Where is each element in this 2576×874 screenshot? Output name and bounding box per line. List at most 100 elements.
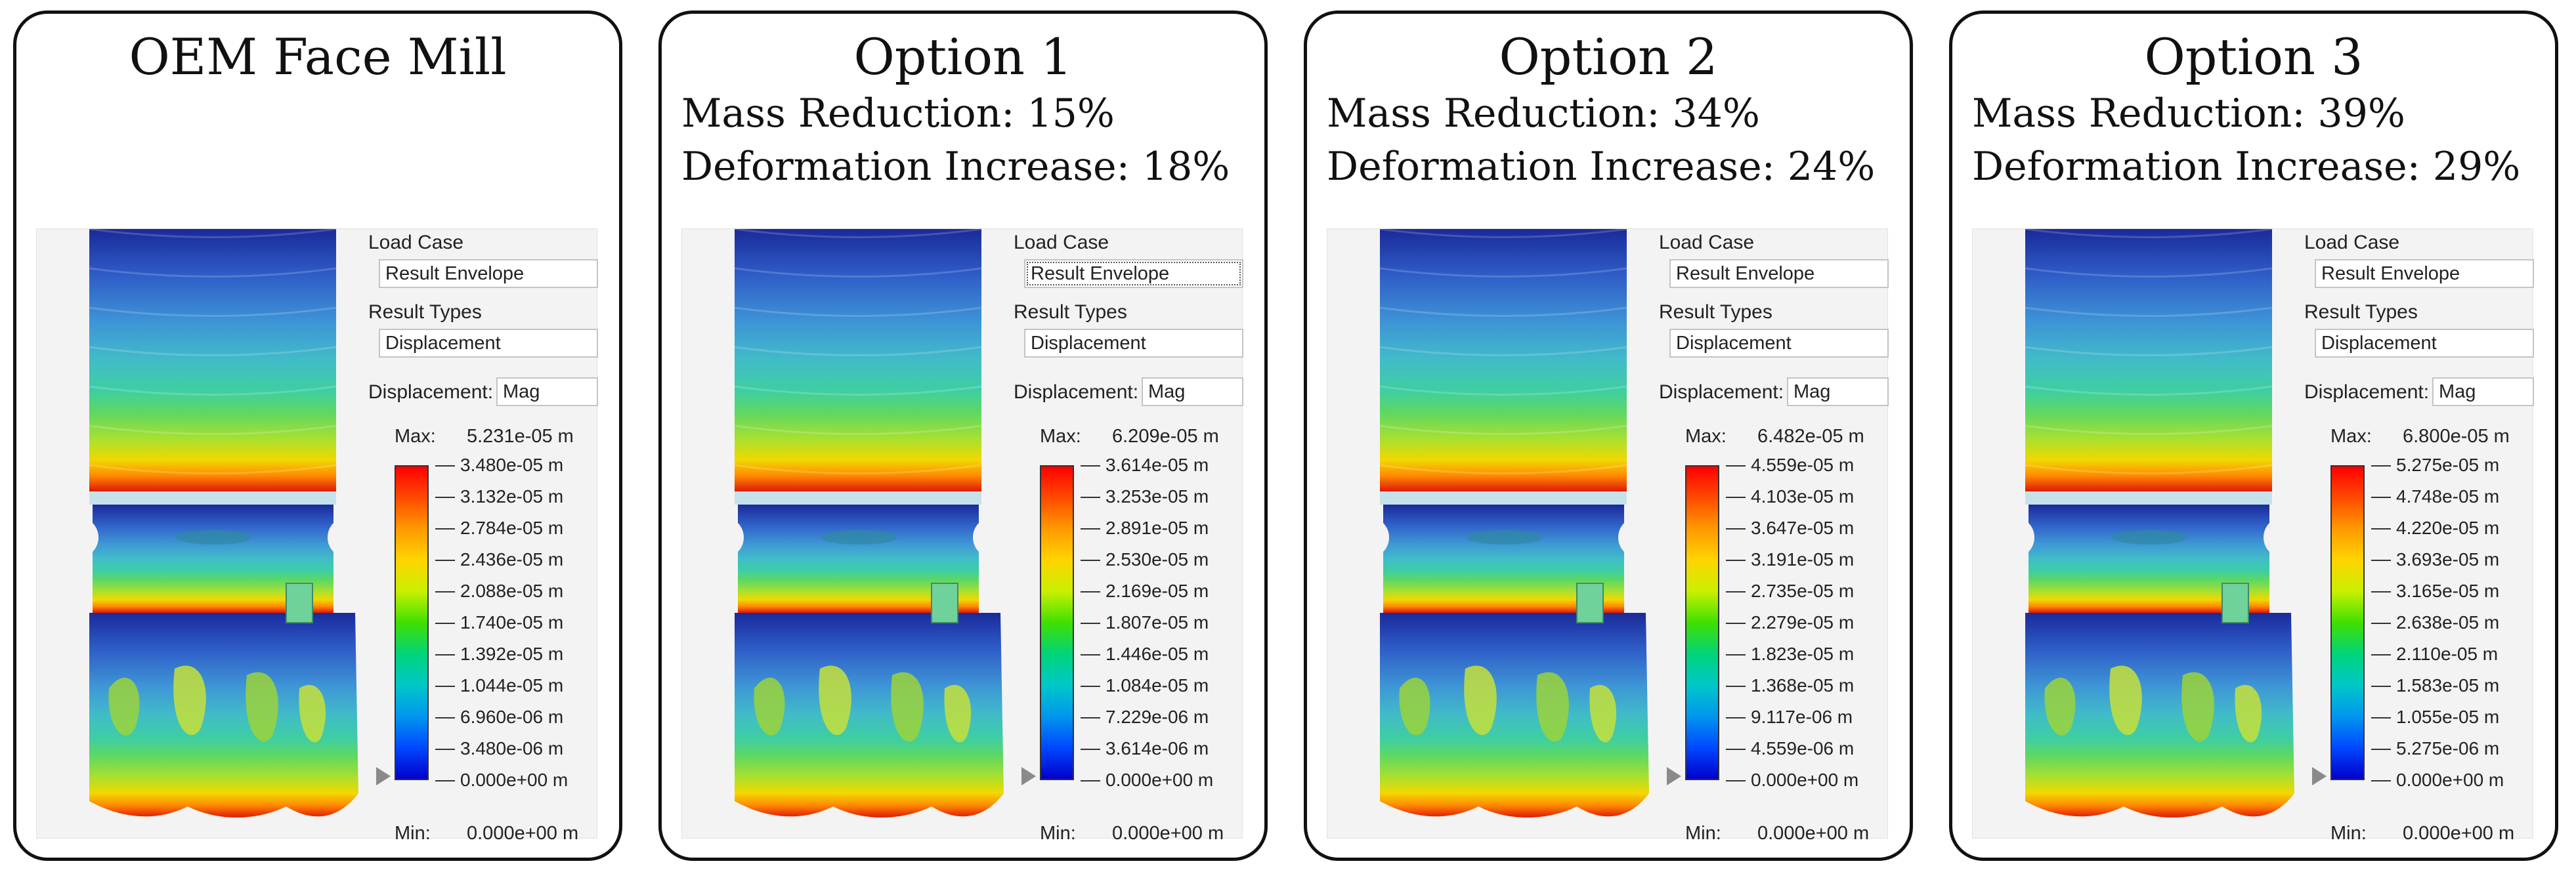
scale-tick-mark — [1081, 465, 1100, 467]
scale-tick-label: 2.735e-05 m — [1751, 581, 1855, 601]
panel-1: OEM Face Mill Load Case Result — [13, 10, 622, 861]
scale-tick-label: 5.275e-06 m — [2396, 738, 2500, 759]
face-mill-contour-model — [721, 228, 1004, 818]
scale-tick-label: 4.748e-05 m — [2396, 486, 2500, 507]
fea-viewport: Load Case Result Envelope Result Types Disp… — [1972, 228, 2534, 844]
scale-tick-mark — [1081, 528, 1100, 530]
scale-tick-mark — [435, 780, 455, 781]
scale-tick-mark — [1726, 623, 1746, 624]
scale-tick-mark — [435, 465, 455, 467]
result-types-dropdown[interactable]: Displacement — [1024, 329, 1243, 358]
color-scale: Max: 6.482e-05 m 4.559e-05 m 4.103e-05 m 3.6… — [1667, 426, 1882, 844]
scale-tick-label: 1.044e-05 m — [460, 675, 564, 696]
scale-pointer-icon[interactable] — [1021, 767, 1036, 785]
part-render — [721, 228, 1014, 839]
scale-tick-label: 3.165e-05 m — [2396, 581, 2500, 601]
load-case-dropdown[interactable]: Result Envelope — [2315, 259, 2534, 288]
scale-tick-mark — [2371, 654, 2391, 656]
scale-tick-label: 3.253e-05 m — [1106, 486, 1209, 507]
scale-tick-label: 1.446e-05 m — [1106, 644, 1209, 664]
load-case-dropdown[interactable]: Result Envelope — [379, 259, 598, 288]
panel-title: Option 1 — [853, 28, 1073, 86]
scale-tick-label: 2.530e-05 m — [1106, 549, 1209, 570]
color-scale: Max: 5.231e-05 m 3.480e-05 m 3.132e-05 m 2.7… — [376, 426, 591, 844]
face-mill-contour-model — [1367, 228, 1649, 818]
scale-pointer-icon[interactable] — [376, 767, 391, 785]
load-case-label: Load Case — [2304, 232, 2400, 253]
displacement-component-dropdown[interactable]: Mag — [1787, 377, 1889, 406]
scale-tick-mark — [1726, 528, 1746, 530]
result-types-label: Result Types — [368, 301, 482, 323]
scale-tick-mark — [2371, 465, 2391, 467]
scale-tick-mark — [435, 497, 455, 498]
scale-tick-label: 2.088e-05 m — [460, 581, 564, 601]
scale-tick-mark — [2371, 560, 2391, 561]
panel-title: Option 3 — [2144, 28, 2363, 86]
scale-tick-mark — [1726, 497, 1746, 498]
scale-tick-label: 2.110e-05 m — [2396, 644, 2499, 664]
scale-pointer-icon[interactable] — [1667, 767, 1681, 785]
face-mill-contour-model — [76, 228, 358, 818]
scale-tick-label: 1.392e-05 m — [460, 644, 564, 664]
scale-tick-mark — [2371, 749, 2391, 750]
color-bar — [395, 465, 429, 780]
results-legend-panel: Load Case Result Envelope Result Types Disp… — [368, 229, 598, 844]
scale-tick-label: 6.960e-06 m — [460, 707, 564, 727]
results-legend-panel: Load Case Result Envelope Result Types Disp… — [1014, 229, 1243, 844]
max-label: Max: — [395, 426, 436, 447]
scale-tick-mark — [2371, 591, 2391, 593]
scale-tick-label: 3.614e-06 m — [1106, 738, 1209, 759]
color-bar — [2330, 465, 2365, 780]
scale-pointer-icon[interactable] — [2312, 767, 2327, 785]
max-label: Max: — [1685, 426, 1727, 447]
scale-tick-mark — [435, 686, 455, 687]
min-label: Min: — [2330, 823, 2367, 844]
scale-tick-label: 1.583e-05 m — [2396, 675, 2500, 696]
displacement-component-dropdown[interactable]: Mag — [1142, 377, 1243, 406]
scale-tick-mark — [435, 591, 455, 593]
scale-tick-label: 3.132e-05 m — [460, 486, 564, 507]
scale-tick-mark — [1081, 623, 1100, 624]
scale-tick-mark — [1081, 686, 1100, 687]
mass-reduction-stat: Mass Reduction: 15% — [681, 91, 1115, 136]
scale-tick-label: 2.784e-05 m — [460, 518, 564, 538]
scale-tick-mark — [1726, 591, 1746, 593]
result-types-dropdown[interactable]: Displacement — [2315, 329, 2534, 358]
scale-tick-mark — [435, 623, 455, 624]
result-types-label: Result Types — [1659, 301, 1772, 323]
results-legend-panel: Load Case Result Envelope Result Types Disp… — [2304, 229, 2534, 844]
scale-tick-mark — [1726, 654, 1746, 656]
result-types-label: Result Types — [1014, 301, 1127, 323]
scale-tick-mark — [2371, 528, 2391, 530]
panel-title: OEM Face Mill — [129, 28, 507, 86]
max-value: 5.231e-05 m — [467, 426, 574, 447]
result-types-dropdown[interactable]: Displacement — [379, 329, 598, 358]
scale-tick-mark — [435, 560, 455, 561]
load-case-dropdown[interactable]: Result Envelope — [1669, 259, 1889, 288]
displacement-label: Displacement: — [368, 381, 494, 403]
part-render — [76, 228, 368, 839]
deformation-increase-stat: Deformation Increase: 29% — [1972, 144, 2521, 190]
scale-tick-mark — [1081, 717, 1100, 718]
result-types-label: Result Types — [2304, 301, 2418, 323]
scale-tick-mark — [1081, 560, 1100, 561]
result-types-dropdown[interactable]: Displacement — [1669, 329, 1889, 358]
scale-tick-label: 1.055e-05 m — [2396, 707, 2500, 727]
scale-tick-label: 2.638e-05 m — [2396, 612, 2500, 633]
panel-title: Option 2 — [1499, 28, 1718, 86]
displacement-component-dropdown[interactable]: Mag — [2432, 377, 2534, 406]
mass-reduction-stat: Mass Reduction: 34% — [1327, 91, 1760, 136]
scale-tick-label: 3.693e-05 m — [2396, 549, 2500, 570]
displacement-component-dropdown[interactable]: Mag — [496, 377, 598, 406]
color-scale: Max: 6.800e-05 m 5.275e-05 m 4.748e-05 m 4.2… — [2312, 426, 2527, 844]
mass-reduction-stat: Mass Reduction: 39% — [1972, 91, 2405, 136]
max-label: Max: — [2330, 426, 2372, 447]
results-legend-panel: Load Case Result Envelope Result Types Disp… — [1659, 229, 1889, 844]
min-value: 0.000e+00 m — [2403, 823, 2515, 844]
fea-viewport: Load Case Result Envelope Result Types Disp… — [36, 228, 598, 844]
min-label: Min: — [1040, 823, 1076, 844]
scale-tick-label: 4.103e-05 m — [1751, 486, 1855, 507]
load-case-dropdown[interactable]: Result Envelope — [1024, 259, 1243, 288]
scale-tick-label: 4.559e-05 m — [1751, 455, 1855, 475]
deformation-increase-stat: Deformation Increase: 18% — [681, 144, 1230, 190]
